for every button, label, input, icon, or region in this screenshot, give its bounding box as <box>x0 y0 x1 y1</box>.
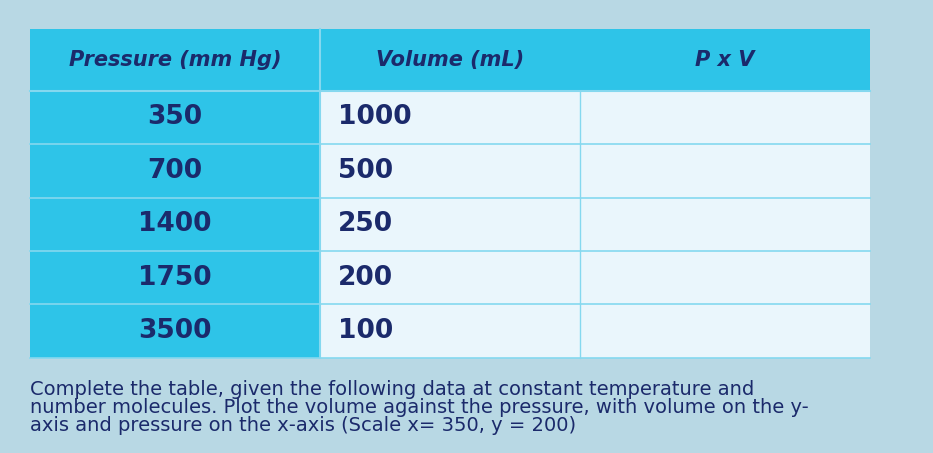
Bar <box>320 304 580 358</box>
Text: 700: 700 <box>147 158 202 184</box>
Text: 350: 350 <box>147 104 202 130</box>
Text: number molecules. Plot the volume against the pressure, with volume on the y-: number molecules. Plot the volume agains… <box>30 398 809 417</box>
Text: 200: 200 <box>338 265 393 291</box>
Text: Volume (mL): Volume (mL) <box>376 50 524 70</box>
Bar <box>580 29 870 91</box>
Bar <box>30 91 320 144</box>
Text: P x V: P x V <box>695 50 755 70</box>
Text: 100: 100 <box>338 318 393 344</box>
Bar <box>30 29 320 91</box>
Text: Complete the table, given the following data at constant temperature and: Complete the table, given the following … <box>30 380 754 399</box>
Bar <box>580 304 870 358</box>
Text: axis and pressure on the x-axis (Scale x= 350, y = 200): axis and pressure on the x-axis (Scale x… <box>30 416 576 435</box>
Text: 500: 500 <box>338 158 393 184</box>
Bar <box>320 91 580 144</box>
Bar <box>30 144 320 198</box>
Text: 1400: 1400 <box>138 211 212 237</box>
Bar <box>580 251 870 304</box>
Bar <box>320 251 580 304</box>
Bar <box>320 29 580 91</box>
Text: 250: 250 <box>338 211 393 237</box>
Text: 1750: 1750 <box>138 265 212 291</box>
Bar <box>30 251 320 304</box>
Bar <box>30 198 320 251</box>
Text: 3500: 3500 <box>138 318 212 344</box>
Bar <box>320 198 580 251</box>
Bar <box>580 198 870 251</box>
Text: 1000: 1000 <box>338 104 411 130</box>
Text: Pressure (mm Hg): Pressure (mm Hg) <box>69 50 281 70</box>
Bar <box>580 144 870 198</box>
Bar <box>320 144 580 198</box>
Bar <box>30 304 320 358</box>
Bar <box>580 91 870 144</box>
